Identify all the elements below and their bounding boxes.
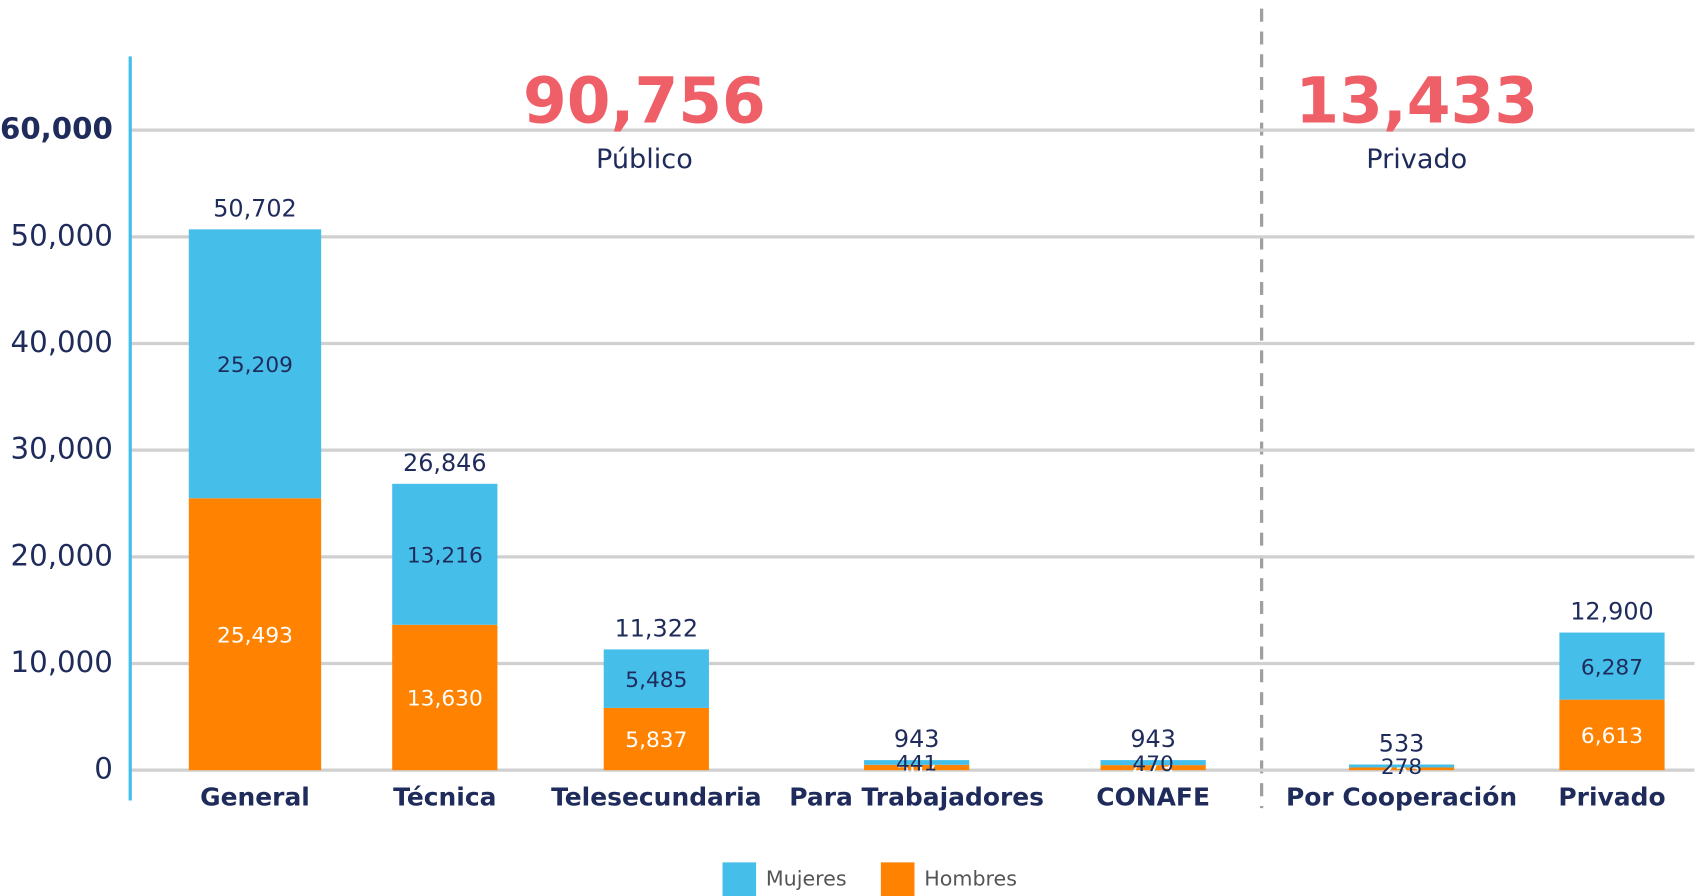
group-total: 90,756 — [523, 64, 766, 137]
bar-segment — [864, 764, 970, 771]
bar-segment — [1559, 699, 1665, 771]
group-total: 13,433 — [1295, 64, 1538, 137]
x-tick-label: Telesecundaria — [551, 782, 761, 811]
total-label: 11,322 — [615, 614, 699, 642]
x-tick-label: General — [200, 782, 310, 811]
y-tick-label: 40,000 — [10, 325, 112, 359]
total-label: 943 — [894, 725, 940, 753]
segment-label: 5,485 — [625, 668, 687, 693]
bar-segment — [392, 483, 498, 625]
legend-swatch — [722, 862, 757, 896]
bar-segment — [864, 760, 970, 765]
x-tick-label: CONAFE — [1096, 782, 1210, 811]
segment-label: 6,287 — [1581, 655, 1643, 680]
segment-label: 6,613 — [1581, 724, 1643, 749]
x-tick-label: Privado — [1558, 782, 1665, 811]
group-label: Privado — [1366, 144, 1467, 175]
bar-segment — [1100, 760, 1206, 766]
bar-segment — [603, 649, 709, 708]
segment-label: 278 — [1381, 755, 1422, 780]
segment-label: 25,209 — [217, 353, 293, 378]
segment-label: 470 — [1132, 752, 1173, 777]
bar-segment — [188, 498, 322, 771]
x-tick-label: Técnica — [393, 782, 496, 811]
x-tick-label: Para Trabajadores — [789, 782, 1044, 811]
total-label: 533 — [1379, 729, 1425, 757]
bar-segment — [1100, 765, 1206, 771]
segment-label: 13,630 — [407, 687, 483, 712]
segment-label: 25,493 — [217, 623, 293, 648]
total-label: 26,846 — [403, 449, 487, 477]
segment-label: 13,216 — [407, 543, 483, 568]
y-tick-label: 30,000 — [10, 432, 112, 466]
bar-segment — [188, 229, 322, 499]
bar-segment — [1559, 632, 1665, 700]
y-tick-label: 20,000 — [10, 538, 112, 572]
legend-label: Hombres — [924, 867, 1017, 891]
y-tick-label: 50,000 — [10, 218, 112, 252]
legend-label: Mujeres — [766, 867, 847, 891]
x-tick-label: Por Cooperación — [1286, 782, 1517, 811]
bar-segment — [392, 624, 498, 771]
legend-swatch — [880, 862, 915, 896]
bar-segment — [1348, 764, 1455, 768]
bar-segment — [603, 707, 709, 771]
group-label: Público — [596, 144, 693, 175]
segment-label: 441 — [896, 752, 937, 777]
y-tick-label: 0 — [94, 752, 113, 786]
total-label: 943 — [1130, 725, 1176, 753]
segment-label: 5,837 — [625, 728, 687, 753]
y-tick-label: 10,000 — [10, 645, 112, 679]
total-label: 50,702 — [213, 194, 297, 222]
total-label: 12,900 — [1570, 598, 1654, 626]
y-tick-label: 60,000 — [0, 112, 113, 146]
segment-label: 255 — [1381, 758, 1422, 783]
bar-segment — [1348, 767, 1455, 771]
